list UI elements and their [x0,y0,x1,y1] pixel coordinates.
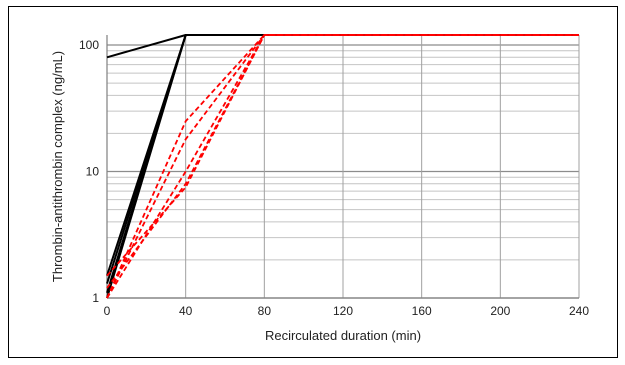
y-axis-ticks: 1 10 100 [79,38,99,305]
y-axis-label: Thrombin-antithrombin complex (ng/mL) [50,51,65,282]
x-tick-label: 240 [569,304,589,318]
x-tick-label: 80 [258,304,272,318]
y-tick-label: 1 [92,291,99,305]
plot-border [106,35,579,299]
series-line-red-10 [106,34,579,277]
x-axis-label: Recirculated duration (min) [265,328,421,343]
x-axis-ticks: 0 40 80 120 160 200 240 [104,304,590,318]
y-tick-label: 10 [86,165,100,179]
x-tick-label: 40 [179,304,193,318]
x-tick-label: 120 [333,304,353,318]
x-tick-label: 160 [412,304,432,318]
y-tick-label: 100 [79,38,99,52]
x-tick-label: 200 [490,304,510,318]
grid [106,35,580,299]
series-line-red-9 [106,34,579,289]
x-tick-label: 0 [104,304,111,318]
series-layer [106,34,579,299]
